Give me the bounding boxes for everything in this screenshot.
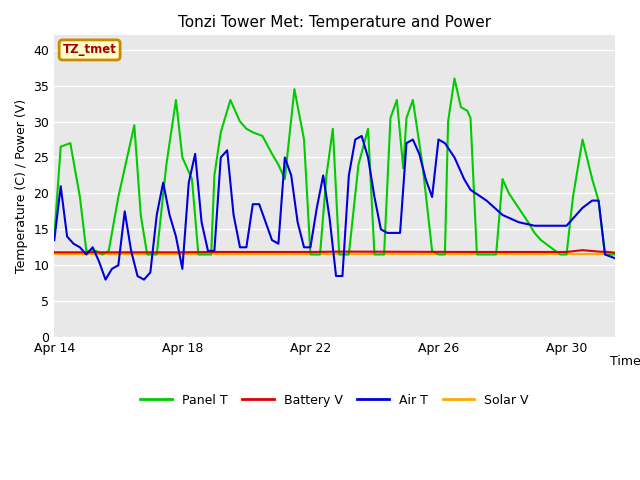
Y-axis label: Temperature (C) / Power (V): Temperature (C) / Power (V) [15,99,28,273]
X-axis label: Time: Time [611,355,640,368]
Legend: Panel T, Battery V, Air T, Solar V: Panel T, Battery V, Air T, Solar V [136,389,533,412]
Title: Tonzi Tower Met: Temperature and Power: Tonzi Tower Met: Temperature and Power [178,15,491,30]
Text: TZ_tmet: TZ_tmet [63,43,116,57]
